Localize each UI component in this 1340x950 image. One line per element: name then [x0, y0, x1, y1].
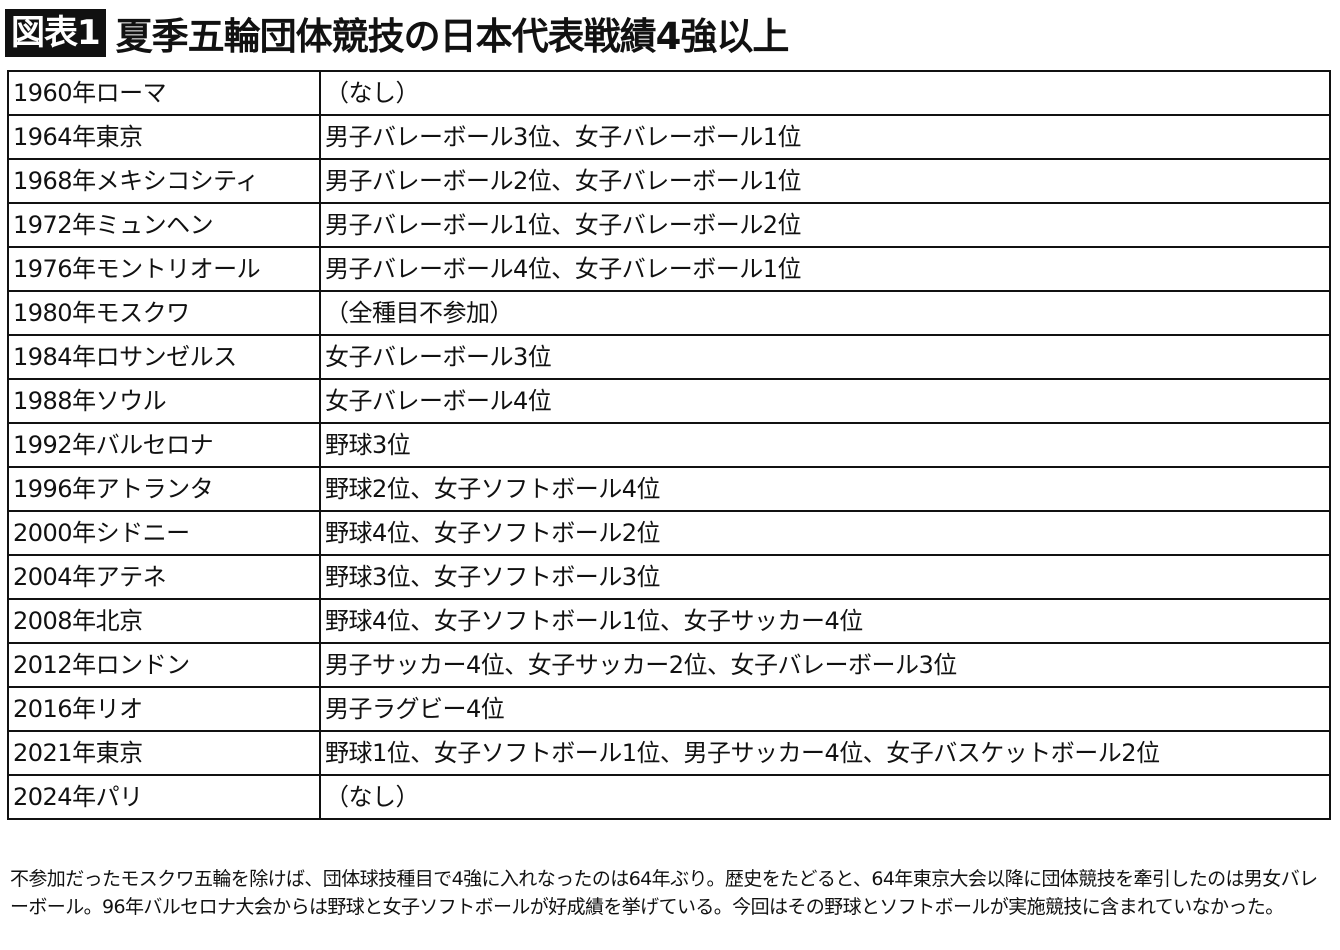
games-cell: 1980年モスクワ [7, 290, 321, 336]
result-cell: 女子バレーボール3位 [319, 334, 1331, 380]
games-cell: 1968年メキシコシティ [7, 158, 321, 204]
figure-title: 図表1 夏季五輪団体競技の日本代表戦績4強以上 [5, 8, 790, 58]
table-row: 2012年ロンドン 男子サッカー4位、女子サッカー2位、女子バレーボール3位 [7, 642, 1331, 688]
games-cell: 1960年ローマ [7, 70, 321, 116]
games-cell: 1984年ロサンゼルス [7, 334, 321, 380]
figure-number-badge: 図表1 [5, 9, 106, 57]
table-row: 2004年アテネ 野球3位、女子ソフトボール3位 [7, 554, 1331, 600]
games-cell: 2024年パリ [7, 774, 321, 820]
table-row: 1976年モントリオール 男子バレーボール4位、女子バレーボール1位 [7, 246, 1331, 292]
result-cell: 男子バレーボール2位、女子バレーボール1位 [319, 158, 1331, 204]
table-row: 2024年パリ （なし） [7, 774, 1331, 820]
games-cell: 1992年バルセロナ [7, 422, 321, 468]
games-cell: 1964年東京 [7, 114, 321, 160]
footnote: 不参加だったモスクワ五輪を除けば、団体球技種目で4強に入れなったのは64年ぶり。… [10, 868, 1318, 918]
result-cell: 男子バレーボール3位、女子バレーボール1位 [319, 114, 1331, 160]
result-cell: （なし） [319, 774, 1331, 820]
games-cell: 2012年ロンドン [7, 642, 321, 688]
games-cell: 2016年リオ [7, 686, 321, 732]
games-cell: 2004年アテネ [7, 554, 321, 600]
result-cell: 男子バレーボール4位、女子バレーボール1位 [319, 246, 1331, 292]
table-row: 1984年ロサンゼルス 女子バレーボール3位 [7, 334, 1331, 380]
result-cell: （全種目不参加） [319, 290, 1331, 336]
games-cell: 1972年ミュンヘン [7, 202, 321, 248]
table-row: 2021年東京 野球1位、女子ソフトボール1位、男子サッカー4位、女子バスケットボ… [7, 730, 1331, 776]
table-row: 1960年ローマ （なし） [7, 70, 1331, 116]
table-row: 1996年アトランタ 野球2位、女子ソフトボール4位 [7, 466, 1331, 512]
games-cell: 1996年アトランタ [7, 466, 321, 512]
result-cell: 野球2位、女子ソフトボール4位 [319, 466, 1331, 512]
result-cell: 男子ラグビー4位 [319, 686, 1331, 732]
table-row: 1972年ミュンヘン 男子バレーボール1位、女子バレーボール2位 [7, 202, 1331, 248]
table-row: 2000年シドニー 野球4位、女子ソフトボール2位 [7, 510, 1331, 556]
games-cell: 1976年モントリオール [7, 246, 321, 292]
table-row: 1992年バルセロナ 野球3位 [7, 422, 1331, 468]
games-cell: 1988年ソウル [7, 378, 321, 424]
table-row: 1968年メキシコシティ 男子バレーボール2位、女子バレーボール1位 [7, 158, 1331, 204]
result-cell: 野球3位 [319, 422, 1331, 468]
games-cell: 2008年北京 [7, 598, 321, 644]
result-cell: 女子バレーボール4位 [319, 378, 1331, 424]
result-cell: 男子バレーボール1位、女子バレーボール2位 [319, 202, 1331, 248]
result-cell: 野球3位、女子ソフトボール3位 [319, 554, 1331, 600]
table-row: 2008年北京 野球4位、女子ソフトボール1位、女子サッカー4位 [7, 598, 1331, 644]
table-row: 2016年リオ 男子ラグビー4位 [7, 686, 1331, 732]
result-cell: 男子サッカー4位、女子サッカー2位、女子バレーボール3位 [319, 642, 1331, 688]
results-table: 1960年ローマ （なし） 1964年東京 男子バレーボール3位、女子バレーボール1位… [7, 70, 1331, 820]
figure-title-text: 夏季五輪団体競技の日本代表戦績4強以上 [115, 15, 790, 58]
table-row: 1980年モスクワ （全種目不参加） [7, 290, 1331, 336]
result-cell: （なし） [319, 70, 1331, 116]
games-cell: 2000年シドニー [7, 510, 321, 556]
table-row: 1964年東京 男子バレーボール3位、女子バレーボール1位 [7, 114, 1331, 160]
games-cell: 2021年東京 [7, 730, 321, 776]
table-row: 1988年ソウル 女子バレーボール4位 [7, 378, 1331, 424]
result-cell: 野球4位、女子ソフトボール1位、女子サッカー4位 [319, 598, 1331, 644]
result-cell: 野球4位、女子ソフトボール2位 [319, 510, 1331, 556]
result-cell: 野球1位、女子ソフトボール1位、男子サッカー4位、女子バスケットボール2位 [319, 730, 1331, 776]
